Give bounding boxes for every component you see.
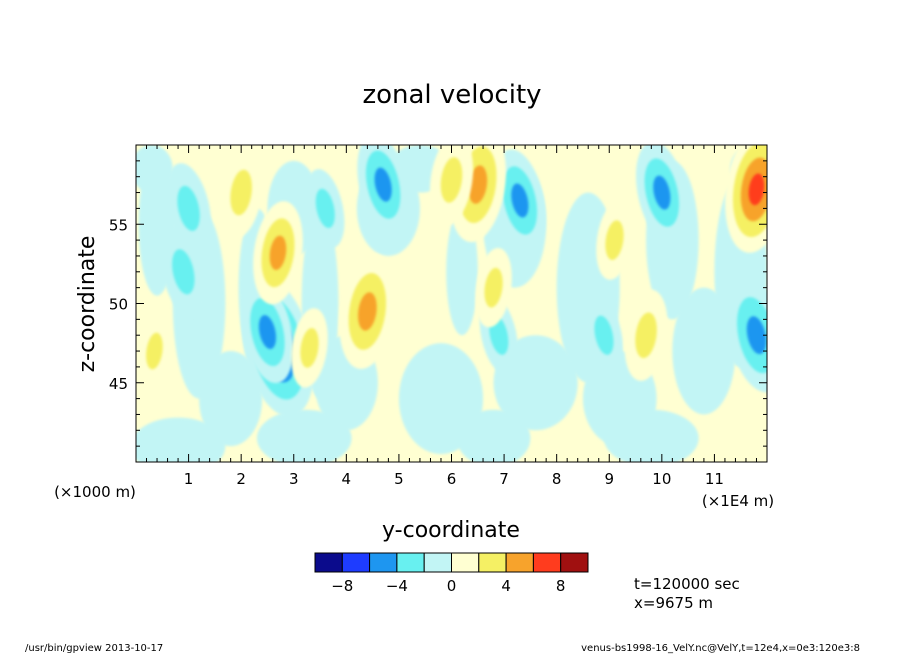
- x-unit-left: (×1000 m): [54, 483, 136, 501]
- contour-features: [137, 145, 767, 417]
- y-axis: 45 50 55: [109, 144, 767, 463]
- contour-cell: [605, 220, 624, 260]
- contour-cell: [146, 332, 163, 370]
- contour-cell: [748, 173, 765, 206]
- position-annotation: x=9675 m: [634, 594, 713, 612]
- contour-cell: [594, 315, 614, 355]
- colorbar-swatch: [369, 552, 398, 573]
- colorbar-label: 0: [447, 577, 457, 595]
- colorbar-swatch: [314, 552, 343, 573]
- footer-left: /usr/bin/gpview 2013-10-17: [25, 643, 163, 654]
- colorbar-swatch: [532, 552, 562, 573]
- time-annotation: t=120000 sec: [634, 575, 740, 593]
- colorbar-label: −8: [331, 577, 353, 595]
- colorbar-swatch: [423, 552, 453, 573]
- x-tick-label: 7: [499, 470, 509, 488]
- contour-cell: [374, 167, 392, 202]
- x-tick-label: 10: [652, 470, 671, 488]
- weak-negative-region: [199, 351, 263, 447]
- colorbar-swatch: [451, 552, 480, 573]
- weak-negative-region: [136, 145, 173, 193]
- contour-cell: [177, 185, 200, 232]
- x-tick-label: 6: [447, 470, 457, 488]
- y-axis-label: z-coordinate: [75, 236, 100, 373]
- x-tick-label: 9: [604, 470, 614, 488]
- contour-cell: [258, 314, 277, 350]
- weak-negative-region: [136, 417, 226, 462]
- contour-cell: [269, 235, 287, 270]
- colorbar: −8 −4 0 4 8: [314, 552, 589, 595]
- colorbar-label: 8: [556, 577, 566, 595]
- x-tick-label: 11: [705, 470, 724, 488]
- plot-area: [136, 145, 767, 462]
- x-tick-label: 1: [184, 470, 194, 488]
- x-axis: 1 2 3 4 5 6 7 8 9 10 11: [135, 145, 768, 488]
- y-tick-label: 55: [109, 216, 128, 234]
- contour-cell: [635, 312, 657, 359]
- colorbar-swatch: [396, 552, 425, 573]
- y-tick-label: 50: [109, 296, 128, 314]
- contour-cell: [511, 183, 529, 218]
- x-tick-label: 4: [342, 470, 352, 488]
- y-tick-label: 45: [109, 375, 128, 393]
- contour-cell: [746, 316, 767, 355]
- colorbar-swatch: [341, 552, 371, 573]
- contour-cell: [484, 267, 503, 308]
- contour-cell: [653, 175, 671, 210]
- contour-cell: [172, 249, 195, 295]
- colorbar-label: 4: [501, 577, 511, 595]
- contour-cell: [300, 328, 319, 368]
- contour-cell: [357, 292, 377, 331]
- x-tick-label: 8: [552, 470, 562, 488]
- x-tick-label: 5: [394, 470, 404, 488]
- colorbar-label: −4: [386, 577, 408, 595]
- weak-negative-region: [456, 409, 531, 462]
- contour-cell: [440, 157, 463, 203]
- colorbar-swatch: [560, 552, 589, 573]
- contour-cell: [468, 165, 488, 204]
- footer-right: venus-bs1998-16_VelY.nc@VelY,t=12e4,x=0e…: [581, 643, 860, 654]
- colorbar-swatch: [478, 552, 507, 573]
- x-axis-label: y-coordinate: [382, 518, 520, 543]
- contour-cell: [230, 169, 252, 216]
- x-tick-label: 3: [289, 470, 299, 488]
- x-unit-right: (×1E4 m): [702, 492, 774, 510]
- x-tick-label: 2: [236, 470, 246, 488]
- chart-title: zonal velocity: [362, 80, 541, 110]
- contour-cell: [315, 188, 335, 229]
- colorbar-swatch: [505, 552, 534, 573]
- weak-negative-region: [256, 409, 352, 462]
- weak-negative-region: [604, 409, 699, 462]
